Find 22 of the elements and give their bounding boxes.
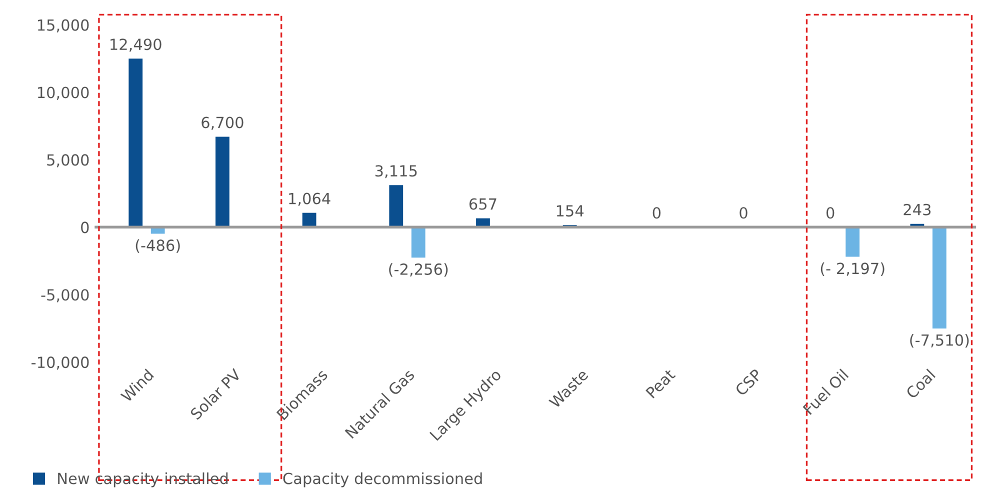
data-label: 3,115 — [375, 165, 417, 178]
data-label: (-7,510) — [910, 334, 969, 348]
data-label: 657 — [469, 198, 496, 210]
data-label: 243 — [904, 204, 931, 216]
y-tick-label: 15,000 — [38, 19, 89, 32]
data-label: 6,700 — [202, 116, 244, 130]
y-tick-label: -5,000 — [41, 289, 89, 302]
y-tick-label: 0 — [81, 222, 89, 234]
data-label: 0 — [652, 207, 661, 219]
data-label: 0 — [826, 207, 834, 219]
y-tick-label: -10,000 — [32, 356, 89, 370]
data-label: (-2,256) — [389, 263, 448, 277]
data-label: 154 — [556, 205, 584, 217]
legend-label: Capacity decommissioned — [283, 472, 482, 488]
data-label: 1,064 — [289, 192, 330, 206]
data-label: 12,490 — [110, 38, 162, 52]
x-tick-label: CSP — [734, 368, 763, 396]
data-label: 0 — [740, 207, 748, 219]
y-tick-label: 5,000 — [47, 154, 89, 168]
y-tick-label: 10,000 — [38, 86, 89, 100]
data-label: (-486) — [136, 239, 180, 253]
data-label: (- 2,197) — [820, 262, 884, 276]
